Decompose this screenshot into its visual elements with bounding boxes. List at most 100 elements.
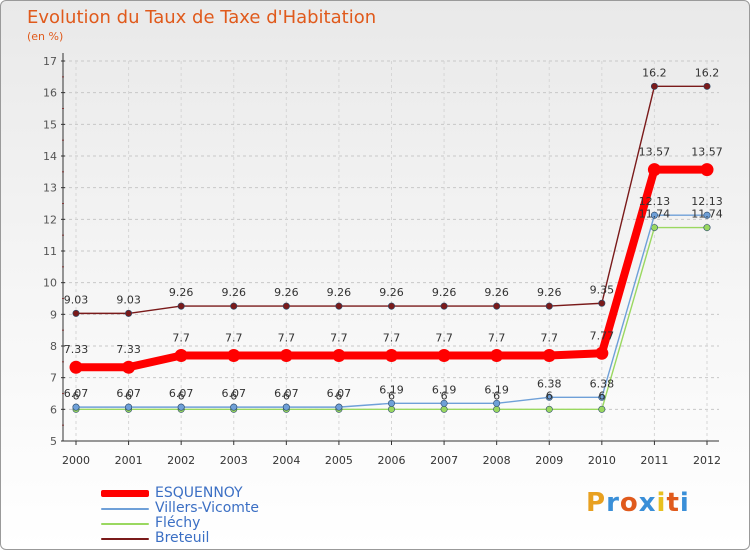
legend-swatch (101, 490, 149, 497)
logo-letter: o (619, 488, 639, 518)
data-label: 6.19 (484, 383, 509, 396)
chart-title: Evolution du Taux de Taxe d'Habitation (27, 7, 377, 28)
data-point (545, 405, 553, 413)
data-point (703, 224, 711, 232)
data-label: 6 (283, 389, 290, 402)
legend-item-breteuil: Breteuil (101, 531, 259, 546)
y-tick-label: 15 (43, 118, 57, 131)
data-point (69, 360, 83, 374)
data-point (335, 403, 343, 411)
data-point (385, 349, 398, 362)
data-point (647, 163, 661, 177)
y-tick-label: 17 (43, 55, 57, 68)
logo-letter: t (666, 488, 680, 518)
data-point (703, 82, 711, 90)
y-tick-label: 10 (43, 277, 57, 290)
data-label: 11.74 (691, 208, 723, 221)
data-label: 6.19 (432, 383, 457, 396)
legend: ESQUENNOY Villers-Vicomte Fléchy Breteui… (101, 486, 259, 546)
data-label: 6 (388, 389, 395, 402)
y-tick-label: 8 (50, 340, 57, 353)
legend-swatch (101, 507, 149, 510)
data-label: 12.13 (691, 195, 723, 208)
x-tick-label: 2001 (115, 454, 143, 467)
data-label: 7.33 (64, 343, 89, 356)
data-point (230, 403, 238, 411)
y-tick-label: 7 (50, 372, 57, 385)
data-point (125, 403, 133, 411)
data-label: 6.38 (537, 377, 562, 390)
data-label: 9.26 (327, 286, 352, 299)
data-label: 9.26 (537, 286, 562, 299)
logo-letter: P (586, 488, 607, 518)
x-tick-label: 2007 (430, 454, 458, 467)
x-tick-label: 2004 (272, 454, 300, 467)
data-label: 16.2 (695, 66, 720, 79)
x-tick-label: 2011 (640, 454, 668, 467)
chart-subtitle: (en %) (27, 30, 64, 43)
data-point (703, 211, 711, 219)
data-point (595, 346, 609, 360)
data-label: 7.7 (278, 332, 296, 345)
data-point (335, 302, 343, 310)
data-point (72, 403, 80, 411)
data-label: 6 (546, 389, 553, 402)
data-point (598, 405, 606, 413)
y-tick-label: 6 (50, 403, 57, 416)
legend-swatch (101, 537, 149, 540)
x-tick-label: 2002 (167, 454, 195, 467)
data-label: 7.33 (116, 343, 141, 356)
data-point (545, 393, 553, 401)
data-point (650, 211, 658, 219)
data-point (490, 349, 504, 362)
data-point (440, 399, 448, 407)
data-label: 6.07 (116, 387, 141, 400)
data-label: 6.19 (379, 383, 404, 396)
x-tick-label: 2009 (535, 454, 563, 467)
legend-item-villers-vicomte: Villers-Vicomte (101, 501, 259, 516)
logo-letter: x (638, 488, 657, 518)
legend-label: ESQUENNOY (155, 485, 243, 501)
data-point (440, 405, 448, 413)
data-label: 7.7 (172, 332, 190, 345)
data-point (177, 302, 185, 310)
data-point (650, 82, 658, 90)
data-label: 9.26 (274, 286, 299, 299)
data-point (282, 403, 290, 411)
y-tick-label: 16 (43, 87, 57, 100)
data-label: 6.38 (590, 377, 615, 390)
data-point (437, 349, 451, 362)
data-point (700, 163, 714, 177)
data-label: 6 (335, 389, 342, 402)
data-label: 16.2 (642, 66, 667, 79)
data-label: 6 (598, 389, 605, 402)
data-point (387, 399, 395, 407)
data-label: 7.7 (225, 332, 243, 345)
y-tick-label: 11 (43, 245, 57, 258)
data-label: 7.7 (541, 332, 559, 345)
logo-letter: i (656, 488, 667, 518)
data-point (387, 302, 395, 310)
data-label: 6 (230, 389, 237, 402)
data-point (493, 302, 501, 310)
x-tick-label: 2012 (693, 454, 721, 467)
data-point (177, 403, 185, 411)
x-tick-label: 2008 (483, 454, 511, 467)
data-point (387, 405, 395, 413)
data-point (125, 309, 133, 317)
data-label: 6.07 (222, 387, 247, 400)
data-point (72, 309, 80, 317)
data-label: 6.07 (64, 387, 89, 400)
data-label: 11.74 (639, 208, 671, 221)
data-point (493, 399, 501, 407)
legend-item-flechy: Fléchy (101, 516, 259, 531)
data-label: 9.03 (64, 293, 89, 306)
data-label: 7.77 (590, 329, 615, 342)
data-label: 6.07 (274, 387, 299, 400)
data-point (598, 393, 606, 401)
data-point (332, 349, 346, 362)
x-tick-label: 2003 (220, 454, 248, 467)
data-label: 6 (73, 389, 80, 402)
